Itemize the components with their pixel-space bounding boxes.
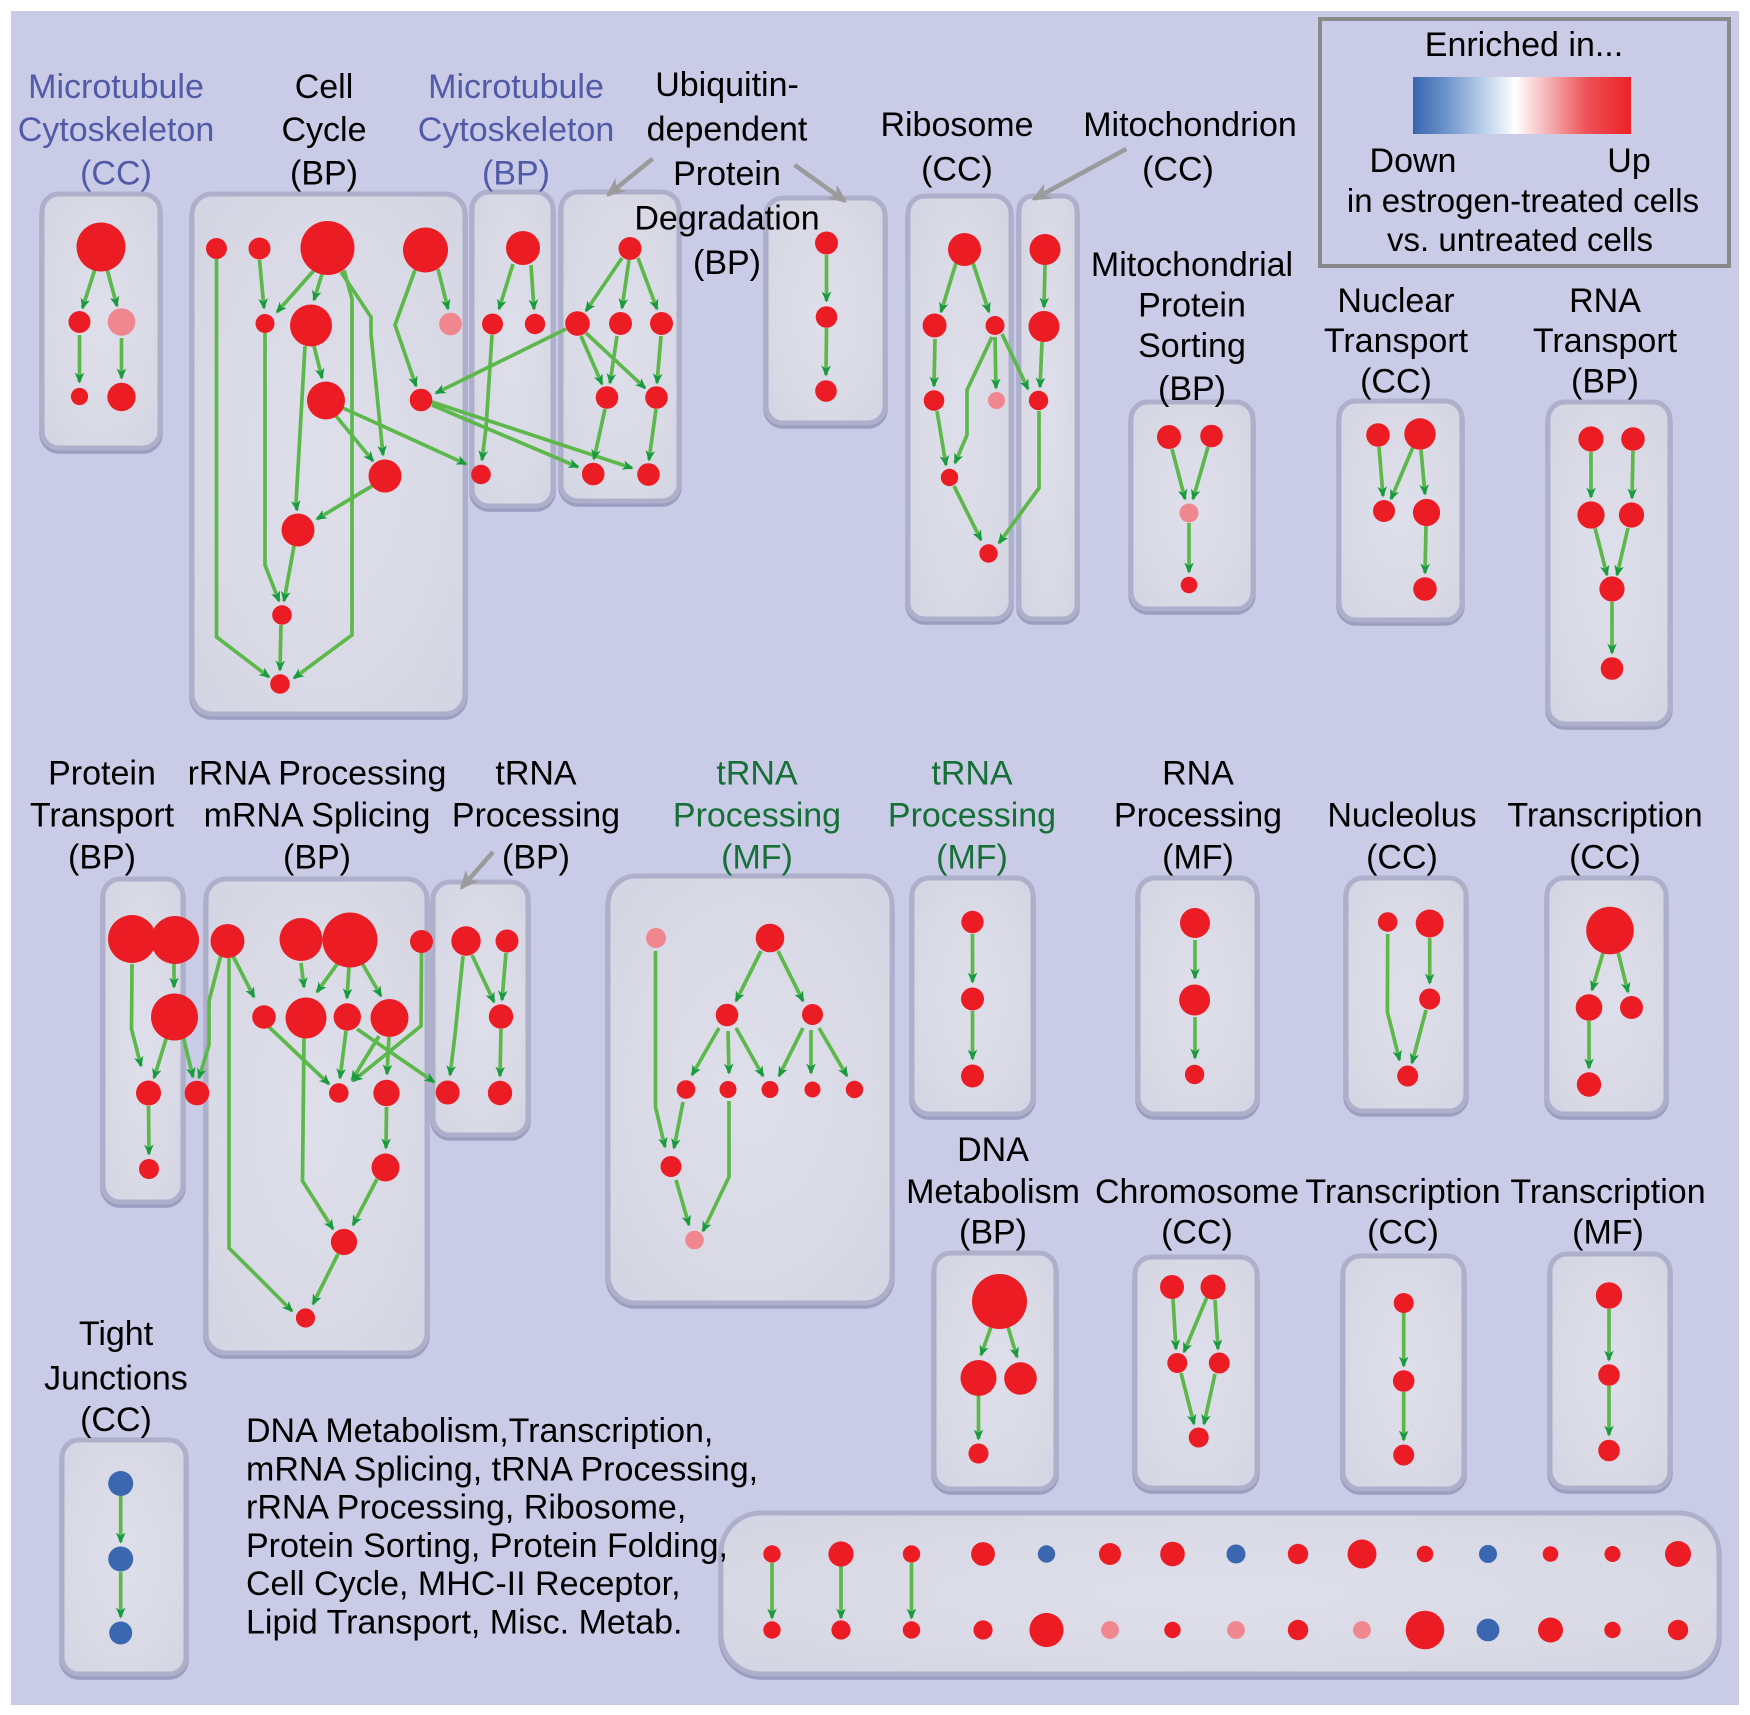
svg-text:(CC): (CC) — [1569, 839, 1641, 877]
svg-text:DNA Metabolism,Transcription,: DNA Metabolism,Transcription, — [246, 1412, 713, 1450]
svg-text:DNA: DNA — [957, 1131, 1029, 1169]
svg-text:Mitochondrial: Mitochondrial — [1091, 246, 1293, 284]
svg-text:(BP): (BP) — [283, 839, 351, 877]
svg-text:dependent: dependent — [647, 111, 808, 149]
svg-text:(BP): (BP) — [290, 155, 358, 193]
svg-text:mRNA Splicing, tRNA Processing: mRNA Splicing, tRNA Processing, — [246, 1450, 758, 1488]
svg-text:(CC): (CC) — [921, 151, 993, 189]
svg-text:(CC): (CC) — [1142, 151, 1214, 189]
svg-text:Protein: Protein — [1138, 287, 1246, 325]
svg-text:Cytoskeleton: Cytoskeleton — [418, 111, 615, 149]
svg-text:Degradation: Degradation — [634, 200, 819, 238]
svg-text:RNA: RNA — [1162, 755, 1234, 793]
svg-text:(CC): (CC) — [80, 155, 152, 193]
svg-text:(CC): (CC) — [1366, 839, 1438, 877]
svg-text:Transcription: Transcription — [1305, 1173, 1500, 1211]
svg-text:(MF): (MF) — [1162, 839, 1234, 877]
svg-text:Transport: Transport — [30, 797, 175, 835]
svg-text:(BP): (BP) — [502, 839, 570, 877]
svg-text:vs. untreated cells: vs. untreated cells — [1387, 221, 1653, 258]
svg-text:Chromosome: Chromosome — [1095, 1173, 1299, 1211]
svg-text:Metabolism: Metabolism — [906, 1173, 1080, 1211]
svg-text:Ribosome: Ribosome — [880, 106, 1033, 144]
svg-text:Mitochondrion: Mitochondrion — [1083, 106, 1297, 144]
svg-text:Junctions: Junctions — [44, 1360, 188, 1398]
svg-text:(BP): (BP) — [1158, 370, 1226, 408]
svg-text:Protein: Protein — [48, 755, 156, 793]
svg-text:Processing: Processing — [673, 797, 841, 835]
svg-text:Enriched in...: Enriched in... — [1425, 26, 1623, 64]
svg-text:Sorting: Sorting — [1138, 327, 1246, 365]
svg-text:Up: Up — [1607, 142, 1650, 180]
svg-text:rRNA Processing, Ribosome,: rRNA Processing, Ribosome, — [246, 1489, 686, 1527]
svg-text:Transcription: Transcription — [1510, 1173, 1705, 1211]
svg-text:Protein: Protein — [673, 155, 781, 193]
svg-text:tRNA: tRNA — [495, 755, 577, 793]
svg-text:Processing: Processing — [452, 797, 620, 835]
svg-text:rRNA Processing: rRNA Processing — [188, 755, 447, 793]
svg-text:Ubiquitin-: Ubiquitin- — [655, 66, 799, 104]
svg-text:Microtubule: Microtubule — [428, 68, 604, 106]
svg-text:(CC): (CC) — [1161, 1214, 1233, 1252]
svg-text:mRNA Splicing: mRNA Splicing — [204, 797, 431, 835]
svg-text:Down: Down — [1370, 142, 1457, 180]
svg-text:(BP): (BP) — [482, 155, 550, 193]
svg-text:Transport: Transport — [1324, 322, 1469, 360]
svg-text:Microtubule: Microtubule — [28, 68, 204, 106]
svg-text:(BP): (BP) — [1571, 363, 1639, 401]
svg-text:(BP): (BP) — [959, 1214, 1027, 1252]
svg-text:Processing: Processing — [888, 797, 1056, 835]
svg-text:in estrogen-treated cells: in estrogen-treated cells — [1347, 182, 1699, 219]
svg-text:(BP): (BP) — [68, 839, 136, 877]
svg-text:(BP): (BP) — [693, 244, 761, 282]
svg-text:(CC): (CC) — [80, 1401, 152, 1439]
svg-text:(MF): (MF) — [721, 839, 793, 877]
svg-text:Transport: Transport — [1533, 322, 1678, 360]
svg-text:Cytoskeleton: Cytoskeleton — [18, 111, 215, 149]
svg-text:tRNA: tRNA — [716, 755, 798, 793]
svg-text:Cycle: Cycle — [281, 111, 366, 149]
svg-text:Cell Cycle, MHC-II Receptor,: Cell Cycle, MHC-II Receptor, — [246, 1565, 681, 1603]
svg-text:Protein Sorting, Protein Foldi: Protein Sorting, Protein Folding, — [246, 1527, 728, 1565]
svg-text:Transcription: Transcription — [1507, 797, 1702, 835]
svg-text:RNA: RNA — [1569, 282, 1641, 320]
svg-text:(CC): (CC) — [1367, 1214, 1439, 1252]
svg-text:(CC): (CC) — [1360, 363, 1432, 401]
svg-text:Tight: Tight — [79, 1315, 154, 1353]
svg-text:(MF): (MF) — [936, 839, 1008, 877]
svg-text:Nuclear: Nuclear — [1337, 282, 1454, 320]
svg-text:Cell: Cell — [295, 68, 354, 106]
svg-text:Nucleolus: Nucleolus — [1327, 797, 1476, 835]
svg-text:Processing: Processing — [1114, 797, 1282, 835]
svg-text:Lipid Transport, Misc. Metab.: Lipid Transport, Misc. Metab. — [246, 1604, 683, 1642]
svg-text:tRNA: tRNA — [931, 755, 1013, 793]
svg-text:(MF): (MF) — [1572, 1214, 1644, 1252]
